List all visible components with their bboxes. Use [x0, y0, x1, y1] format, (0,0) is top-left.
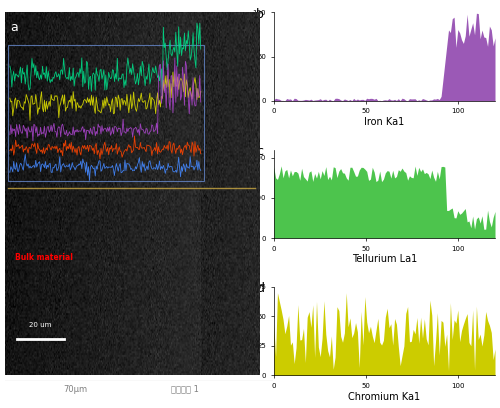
Text: d: d	[256, 282, 264, 295]
X-axis label: Iron Ka1: Iron Ka1	[364, 117, 405, 127]
X-axis label: Chromium Ka1: Chromium Ka1	[348, 392, 420, 402]
Text: a: a	[10, 21, 18, 34]
Text: 70μm: 70μm	[63, 385, 87, 394]
X-axis label: Tellurium La1: Tellurium La1	[352, 255, 417, 264]
Bar	[8, 45, 203, 181]
Text: 电子图像 1: 电子图像 1	[171, 385, 199, 394]
Text: 20 um: 20 um	[29, 322, 52, 328]
Text: c: c	[256, 145, 263, 158]
Text: Bulk material: Bulk material	[15, 253, 72, 262]
Text: b: b	[256, 8, 264, 21]
